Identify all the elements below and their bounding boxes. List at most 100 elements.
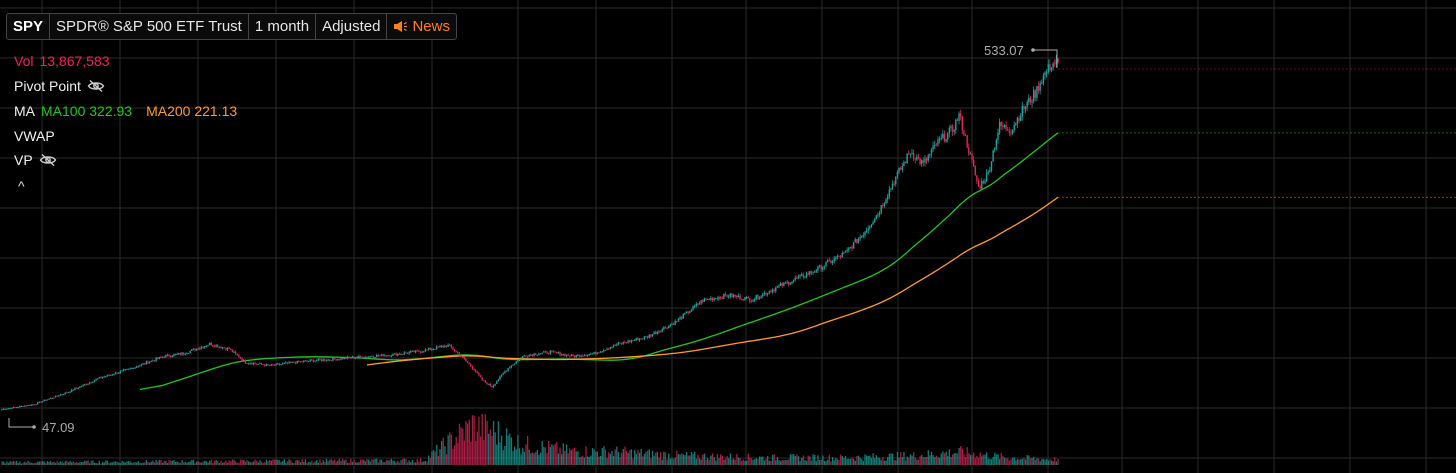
volume-bar — [687, 455, 689, 465]
candle-body — [101, 377, 104, 379]
vp-legend[interactable]: VP — [14, 152, 57, 168]
collapse-legend-button[interactable]: ^ — [18, 178, 25, 194]
hidden-eye-icon[interactable] — [39, 153, 57, 167]
candle-body — [90, 382, 92, 384]
candle-body — [809, 271, 811, 275]
candle-body — [431, 349, 433, 351]
candle-body — [773, 289, 775, 292]
volume-legend[interactable]: Vol 13,867,583 — [14, 53, 110, 69]
volume-bar — [977, 458, 980, 465]
candle-body — [49, 397, 52, 399]
candle-body — [474, 370, 477, 372]
candle-body — [531, 354, 534, 356]
candle-body — [651, 334, 654, 337]
candle-body — [139, 365, 141, 367]
volume-bar — [535, 452, 537, 465]
candle-body — [382, 354, 384, 357]
volume-bar — [942, 451, 944, 465]
symbol-button[interactable]: SPY — [7, 14, 51, 39]
volume-bar — [257, 462, 259, 465]
candle-body — [908, 153, 910, 155]
candle-body — [635, 338, 637, 340]
candle-body — [953, 130, 955, 132]
volume-bar — [872, 453, 874, 465]
volume-bar — [981, 456, 983, 465]
candle-body — [218, 346, 221, 348]
candle-body — [105, 376, 107, 378]
candle-body — [719, 297, 722, 299]
volume-bar — [197, 461, 199, 465]
candle-body — [823, 265, 826, 267]
volume-bar — [150, 461, 152, 465]
candle-body — [228, 347, 230, 350]
vwap-legend[interactable]: VWAP — [14, 128, 55, 144]
candle-body — [987, 171, 989, 174]
ma-legend[interactable]: MA MA100 322.93 MA200 221.13 — [14, 103, 237, 119]
period-selector[interactable]: 1 month — [249, 14, 317, 39]
candle-body — [560, 354, 563, 356]
volume-bar — [771, 454, 774, 465]
volume-bar — [745, 460, 748, 465]
candle-body — [611, 346, 613, 348]
volume-bar — [586, 456, 589, 465]
candle-body — [828, 260, 830, 262]
volume-bar — [186, 462, 188, 465]
volume-bar — [526, 435, 529, 465]
candle-body — [671, 323, 673, 325]
volume-bar — [762, 456, 764, 465]
volume-bar — [56, 460, 58, 465]
candle-body — [538, 354, 540, 356]
volume-bar — [166, 463, 169, 465]
candle-body — [1045, 72, 1048, 74]
news-button[interactable]: News — [387, 14, 456, 39]
candle-body — [872, 222, 874, 225]
candle-body — [565, 354, 568, 356]
candle-body — [505, 370, 508, 372]
volume-bar — [376, 458, 378, 465]
candle-body — [343, 357, 345, 360]
security-name[interactable]: SPDR® S&P 500 ETF Trust — [50, 14, 249, 39]
candle-body — [1005, 124, 1007, 130]
candle-body — [736, 295, 738, 298]
volume-bar — [171, 460, 174, 465]
candle-body — [129, 368, 131, 370]
volume-bar — [520, 454, 522, 465]
volume-bar — [395, 462, 397, 465]
candle-body — [187, 352, 190, 354]
candle-body — [945, 139, 947, 142]
volume-bar — [979, 452, 981, 465]
volume-bar — [833, 460, 835, 465]
volume-bar — [256, 460, 258, 465]
candle-body — [878, 212, 881, 215]
candle-body — [783, 282, 785, 287]
volume-bar — [145, 460, 148, 465]
volume-bar — [290, 460, 292, 465]
volume-bar — [510, 437, 513, 465]
volume-bar — [436, 444, 438, 465]
volume-bar — [183, 462, 185, 465]
volume-bar — [470, 441, 472, 465]
candle-body — [771, 289, 774, 293]
candle-body — [956, 119, 959, 121]
volume-bar — [121, 460, 123, 465]
candle-body — [882, 205, 884, 207]
adjustment-selector[interactable]: Adjusted — [316, 14, 388, 39]
candle-body — [1047, 64, 1049, 73]
candle-body — [862, 235, 865, 237]
volume-bar — [1054, 457, 1056, 465]
volume-bar — [234, 461, 237, 465]
candle-body — [192, 348, 195, 350]
candle-body — [549, 350, 551, 354]
volume-bar — [987, 458, 989, 465]
volume-bar — [6, 461, 8, 465]
volume-bar — [41, 461, 44, 465]
pivot-point-legend[interactable]: Pivot Point — [14, 78, 105, 94]
volume-bar — [956, 453, 959, 465]
volume-bar — [288, 459, 290, 465]
candle-body — [559, 352, 561, 356]
hidden-eye-icon[interactable] — [87, 79, 105, 93]
candle-body — [572, 354, 574, 356]
volume-bar — [695, 458, 697, 465]
candle-body — [32, 404, 34, 406]
